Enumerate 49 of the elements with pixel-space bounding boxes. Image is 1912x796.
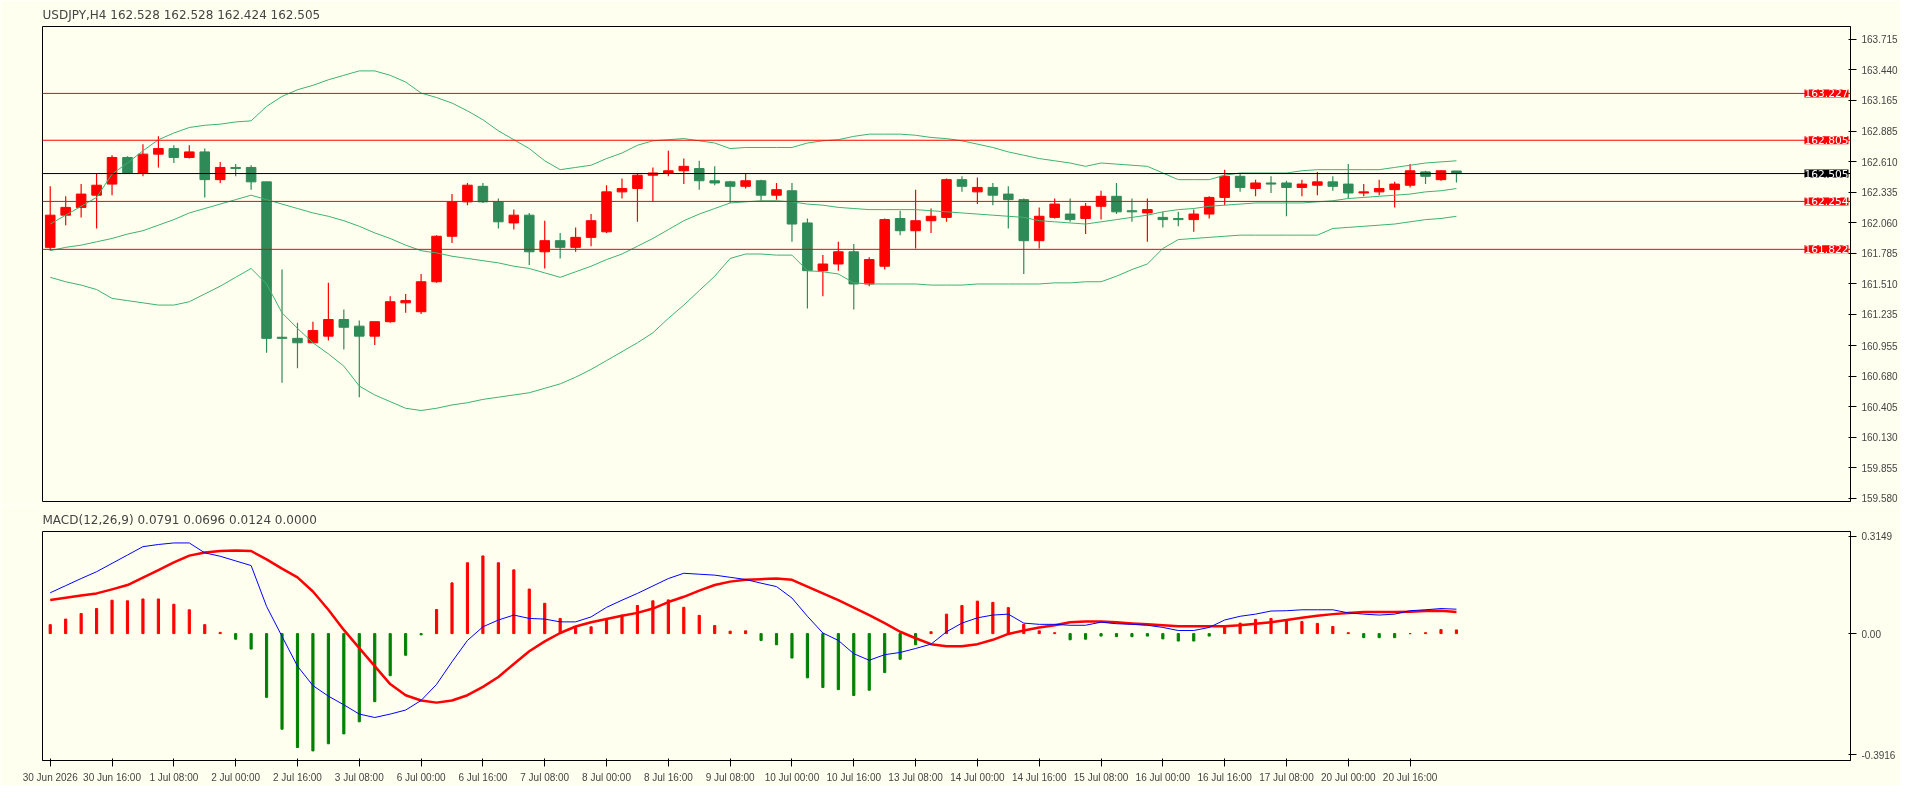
x-tick-label: 13 Jul 08:00: [888, 771, 944, 783]
x-tick-label: 14 Jul 16:00: [1011, 771, 1067, 783]
x-tick-label: 10 Jul 00:00: [764, 771, 820, 783]
x-tick-label: 20 Jul 16:00: [1382, 771, 1438, 783]
y-tick-label: 161.510: [1861, 278, 1899, 290]
x-tick-label: 2 Jul 16:00: [273, 771, 323, 783]
x-tick-label: 6 Jul 16:00: [458, 771, 508, 783]
y-tick-label: -0.3916: [1861, 749, 1896, 761]
x-tick-label: 2 Jul 00:00: [211, 771, 261, 783]
y-tick-label: 159.580: [1861, 493, 1899, 505]
x-tick-label: 14 Jul 00:00: [950, 771, 1006, 783]
x-tick-label: 7 Jul 08:00: [520, 771, 570, 783]
x-tick-label: 8 Jul 16:00: [643, 771, 694, 783]
x-tick-label: 30 Jun 2026: [22, 771, 79, 783]
y-tick-label: 162.610: [1861, 156, 1899, 168]
y-tick-label: 160.955: [1861, 340, 1899, 352]
y-tick-label: 161.235: [1861, 309, 1899, 321]
y-tick-label: 161.785: [1861, 248, 1899, 260]
ref-line-label: 162.805: [1804, 134, 1849, 148]
y-tick-label: 162.335: [1861, 187, 1899, 199]
x-tick-label: 16 Jul 00:00: [1135, 771, 1191, 783]
y-tick-label: 160.680: [1861, 371, 1899, 383]
x-tick-label: 6 Jul 00:00: [396, 771, 446, 783]
y-tick-label: 160.405: [1861, 401, 1899, 413]
x-tick-label: 8 Jul 00:00: [582, 771, 632, 783]
ref-line-label: 163.227: [1804, 87, 1849, 101]
x-tick-label: 10 Jul 16:00: [826, 771, 882, 783]
x-tick-label: 16 Jul 16:00: [1197, 771, 1253, 783]
ref-line-label: 161.822: [1804, 243, 1849, 257]
y-tick-label: 159.855: [1861, 462, 1899, 474]
y-tick-label: 0.3149: [1861, 531, 1893, 543]
y-tick-label: 163.165: [1861, 95, 1899, 107]
x-tick-label: 9 Jul 08:00: [705, 771, 756, 783]
y-tick-label: 163.715: [1861, 34, 1899, 46]
ref-line-label: 162.254: [1804, 195, 1849, 209]
y-tick-label: 162.060: [1861, 217, 1899, 229]
y-tick-label: 162.885: [1861, 126, 1899, 138]
x-tick-label: 15 Jul 08:00: [1073, 771, 1129, 783]
y-tick-label: 160.130: [1861, 432, 1899, 444]
y-tick-label: 0.00: [1861, 628, 1882, 640]
x-tick-label: 17 Jul 08:00: [1259, 771, 1315, 783]
x-tick-label: 3 Jul 08:00: [334, 771, 385, 783]
chart-title: MACD(12,26,9) 0.0791 0.0696 0.0124 0.0000: [42, 512, 317, 527]
y-tick-label: 163.440: [1861, 64, 1899, 76]
chart-title: USDJPY,H4 162.528 162.528 162.424 162.505: [42, 7, 321, 22]
x-tick-label: 30 Jun 16:00: [83, 771, 142, 783]
x-tick-label: 1 Jul 08:00: [149, 771, 199, 783]
ref-line-label: 162.505: [1804, 167, 1849, 181]
x-tick-label: 20 Jul 00:00: [1321, 771, 1376, 783]
